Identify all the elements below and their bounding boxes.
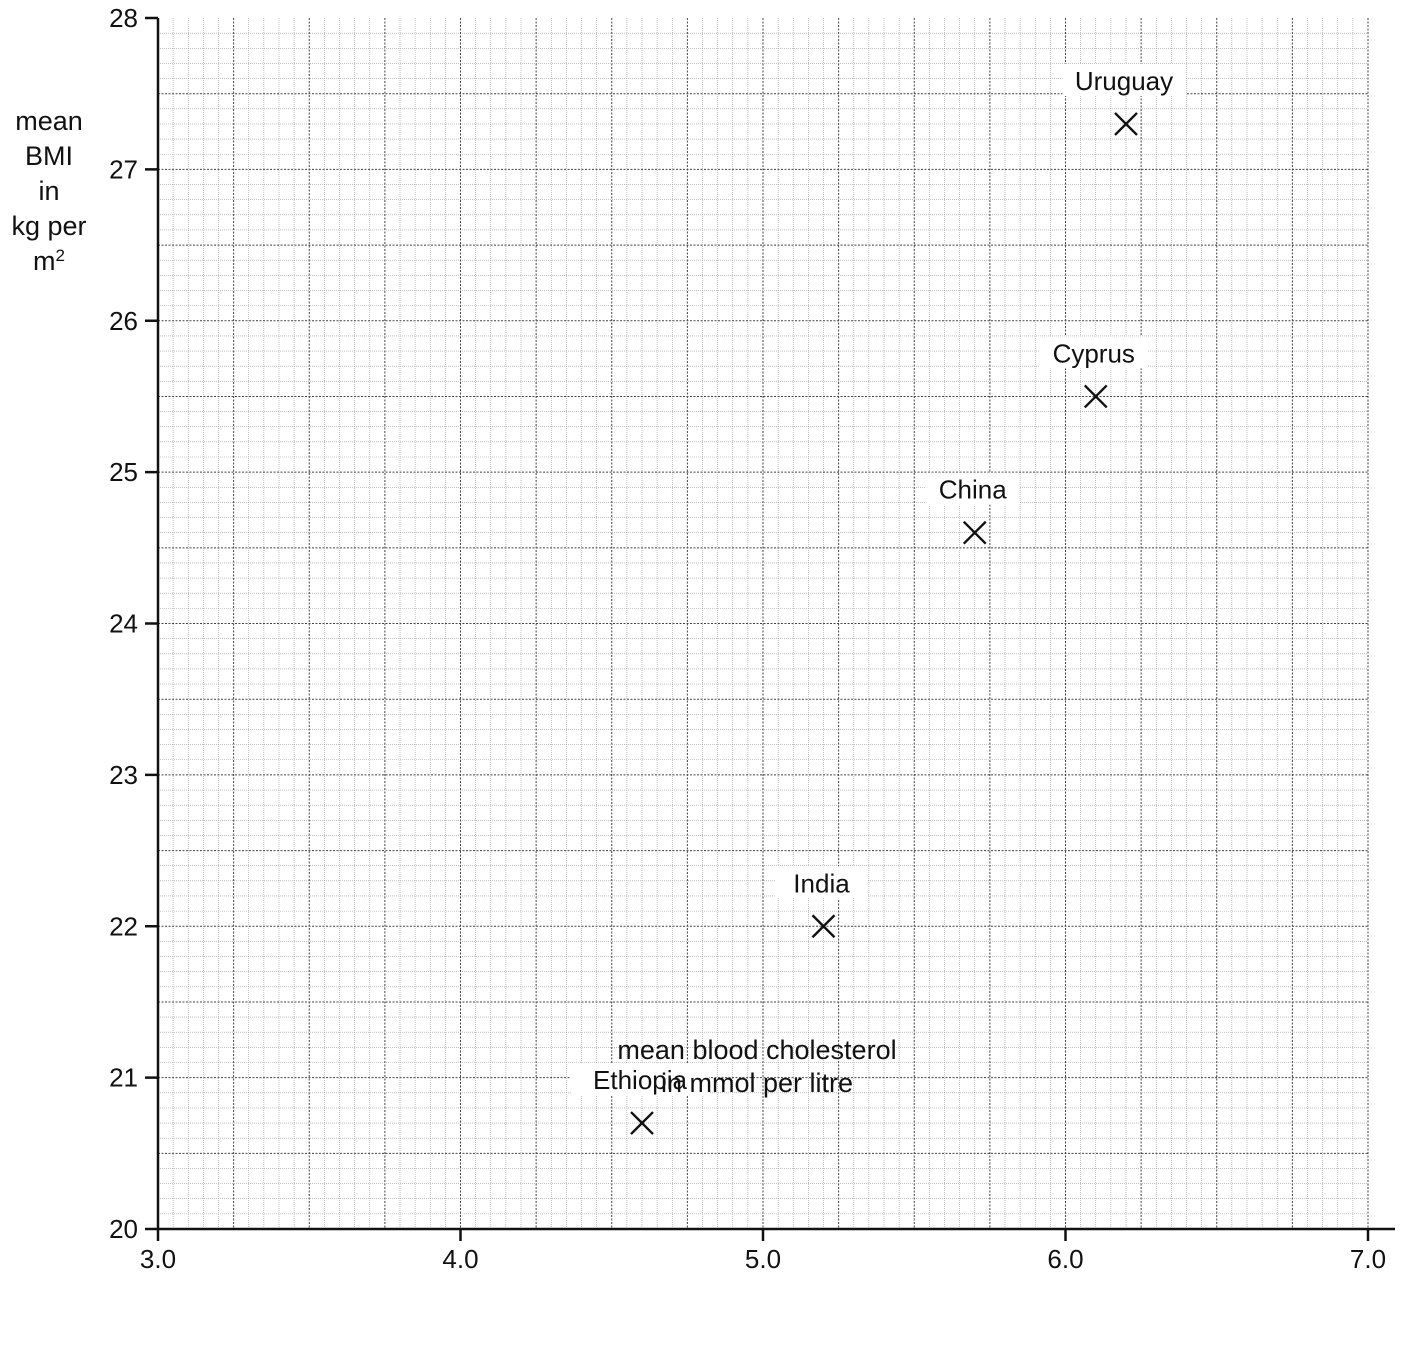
- data-points: Uruguay Cyprus China India Ethiopia: [571, 63, 1186, 1135]
- point-marker-stroke: [1114, 112, 1138, 136]
- x-axis-label: mean blood cholesterol in mmol per litre: [457, 1034, 1057, 1100]
- ticks: 20 21 22 23 24 25 26 27 28 3.0 4.0 5.0 6.0 7.0: [109, 3, 1386, 1274]
- y-tick-label: 27: [109, 154, 138, 184]
- data-point-china: China: [926, 472, 1020, 545]
- y-axis-label-line-5: m2: [0, 244, 98, 279]
- x-tick-label: 6.0: [1047, 1244, 1083, 1274]
- data-point-uruguay: Uruguay: [1062, 63, 1186, 136]
- y-axis-label-line-3: in: [38, 176, 60, 206]
- data-point-ethiopia: Ethiopia: [571, 1063, 709, 1135]
- point-label-background: [571, 1063, 709, 1096]
- x-axis-label-line-2: in mmol per litre: [660, 1068, 854, 1098]
- y-tick-label: 24: [109, 609, 138, 639]
- y-axis-label-exponent: 2: [55, 246, 65, 265]
- x-tick-label: 4.0: [442, 1244, 478, 1274]
- point-label: Uruguay: [1075, 66, 1173, 96]
- point-label: Cyprus: [1053, 338, 1135, 368]
- x-axis-label-line-1: mean blood cholesterol: [617, 1035, 897, 1065]
- point-label-background: [775, 866, 868, 899]
- y-tick-label: 25: [109, 457, 138, 487]
- point-label: India: [793, 868, 850, 898]
- y-axis-label-unit: m: [33, 246, 56, 276]
- point-label-background: [1062, 63, 1186, 96]
- point-label-background: [1039, 336, 1148, 369]
- y-tick-label: 22: [109, 911, 138, 941]
- x-tick-label: 7.0: [1350, 1244, 1386, 1274]
- point-marker-stroke: [811, 914, 836, 939]
- y-tick-label: 23: [109, 760, 138, 790]
- point-marker-stroke: [962, 520, 987, 545]
- y-tick-label: 26: [109, 306, 138, 336]
- y-tick-label: 20: [109, 1214, 138, 1244]
- y-tick-label: 28: [109, 3, 138, 33]
- y-axis-label-line-2: BMI: [24, 141, 73, 171]
- y-axis-label-line-1: mean: [15, 106, 83, 136]
- x-tick-label: 5.0: [745, 1244, 781, 1274]
- point-marker-stroke: [630, 1111, 654, 1135]
- data-point-india: India: [775, 866, 868, 939]
- point-label: Ethiopia: [593, 1065, 687, 1095]
- data-point-cyprus: Cyprus: [1039, 336, 1148, 409]
- point-marker-stroke: [1083, 384, 1108, 409]
- y-axis-label: mean BMI in kg per m2: [0, 104, 98, 279]
- y-axis-label-line-4: kg per: [11, 211, 87, 241]
- point-label: China: [939, 475, 1007, 505]
- point-label-background: [926, 472, 1020, 505]
- x-tick-label: 3.0: [140, 1244, 176, 1274]
- y-tick-label: 21: [109, 1063, 138, 1093]
